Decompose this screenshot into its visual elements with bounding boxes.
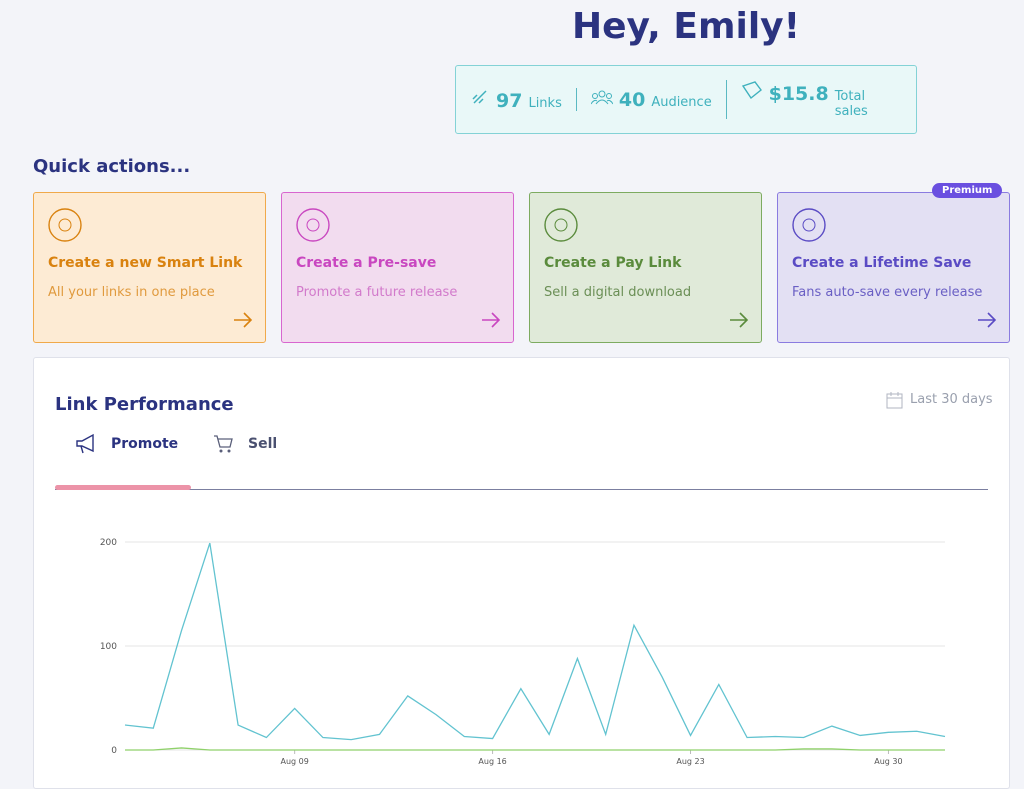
stat-label: Audience [651, 95, 712, 110]
y-tick-label: 200 [100, 538, 117, 548]
series-line [125, 747, 945, 751]
action-card[interactable]: Create a Pre-save Promote a future relea… [281, 192, 514, 343]
tab-divider [55, 489, 988, 490]
x-tick-label: Aug 30 [874, 757, 902, 766]
card-icon [792, 208, 826, 242]
stat: $15.8 Total sales [725, 80, 916, 119]
stat-label: Total sales [834, 89, 868, 119]
arrow-icon [234, 312, 253, 328]
card-title: Create a Lifetime Save [792, 255, 972, 271]
series-line [124, 542, 946, 741]
arrow-icon [978, 312, 997, 328]
card-subtitle: All your links in one place [48, 285, 215, 300]
tab[interactable]: Promote [111, 436, 179, 452]
performance-panel [33, 357, 1010, 789]
audience-icon [590, 90, 613, 105]
date-range[interactable]: Last 30 days [910, 392, 993, 407]
action-card[interactable]: Create a Pay Link Sell a digital downloa… [529, 192, 762, 343]
tab-indicator [55, 485, 191, 490]
stat-label: Links [528, 96, 562, 111]
section-title: Quick actions... [33, 156, 191, 177]
card-icon [48, 208, 82, 242]
x-tick-label: Aug 16 [478, 757, 506, 766]
premium-badge: Premium [932, 183, 1003, 198]
card-title: Create a Pay Link [544, 255, 682, 271]
tag-icon [741, 81, 762, 100]
megaphone-icon [76, 433, 94, 454]
cart-icon [214, 435, 233, 453]
y-tick-label: 0 [111, 746, 117, 756]
action-card[interactable]: Create a Lifetime Save Fans auto-save ev… [777, 192, 1010, 343]
card-icon [296, 208, 330, 242]
card-icon [544, 208, 578, 242]
link-icon [472, 90, 487, 104]
card-title: Create a new Smart Link [48, 255, 243, 271]
stat-value: $15.8 [768, 83, 829, 105]
card-subtitle: Fans auto-save every release [792, 285, 983, 300]
stat-value: 40 [618, 89, 646, 111]
action-card[interactable]: Create a new Smart Link All your links i… [33, 192, 266, 343]
card-subtitle: Sell a digital download [544, 285, 692, 300]
chart: 0 100 200 Aug 09 Aug 16 Aug 23 Aug 30 [100, 538, 946, 766]
panel-title: Link Performance [55, 394, 234, 415]
arrow-icon [482, 312, 501, 328]
stat: 97 Links [456, 87, 576, 112]
card-subtitle: Promote a future release [296, 285, 458, 300]
calendar-icon [886, 392, 903, 409]
y-tick-label: 100 [100, 642, 117, 652]
x-tick-label: Aug 23 [676, 757, 704, 766]
greeting: Hey, Emily! [571, 6, 801, 47]
arrow-icon [730, 312, 749, 328]
stats-box: 97 Links 40 Audience $15.8 Total sales [455, 65, 917, 134]
stat: 40 Audience [575, 88, 726, 111]
tab[interactable]: Sell [248, 436, 278, 452]
stat-value: 97 [496, 90, 523, 112]
card-title: Create a Pre-save [296, 255, 437, 271]
x-tick-label: Aug 09 [280, 757, 308, 766]
